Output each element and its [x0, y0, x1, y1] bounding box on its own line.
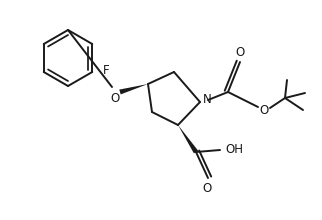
- Text: O: O: [110, 92, 120, 104]
- Text: O: O: [235, 46, 245, 59]
- Text: N: N: [203, 92, 211, 106]
- Text: O: O: [202, 182, 212, 194]
- Text: O: O: [260, 103, 269, 117]
- Polygon shape: [119, 84, 148, 94]
- Text: OH: OH: [225, 143, 243, 156]
- Polygon shape: [178, 125, 198, 153]
- Text: F: F: [103, 64, 109, 77]
